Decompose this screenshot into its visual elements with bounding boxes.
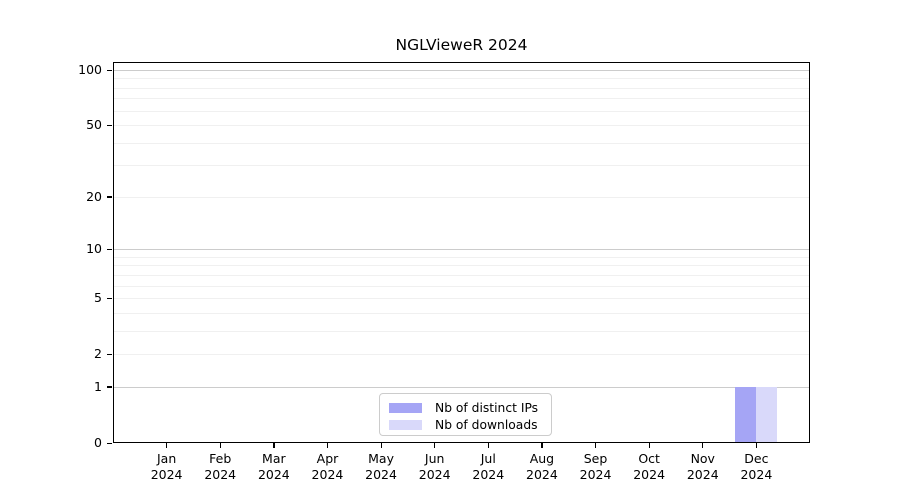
- legend-swatch-nb-of-distinct-ips: [389, 402, 422, 413]
- bar-nb-of-distinct-ips-dec: [735, 386, 757, 443]
- gridline-y-1: [113, 386, 810, 388]
- gridline-y-10: [113, 249, 810, 251]
- x-tick-label-oct: Oct: [638, 451, 660, 466]
- x-tick-year-jul: 2024: [472, 467, 505, 482]
- y-tick-label-20: 20: [86, 188, 102, 204]
- y-tick-label-10: 10: [86, 241, 102, 257]
- plot-area: [113, 62, 810, 443]
- y-tick-mark-100: [107, 69, 112, 71]
- x-tick-mark-nov: [702, 443, 704, 448]
- y-tick-mark-50: [107, 124, 112, 126]
- gridline-y-100: [113, 70, 810, 71]
- legend-label: Nb of distinct IPs: [435, 400, 539, 415]
- x-tick-year-dec: 2024: [740, 467, 773, 482]
- x-tick-mark-aug: [541, 443, 543, 448]
- gridline-y-9: [113, 256, 810, 258]
- gridline-y-6: [113, 285, 810, 287]
- x-tick-label-dec: Dec: [744, 451, 769, 466]
- x-tick-label-sep: Sep: [583, 451, 608, 466]
- x-tick-label-jul: Jul: [480, 451, 496, 466]
- gridline-y-3: [113, 330, 810, 332]
- legend: Nb of distinct IPs Nb of downloads: [379, 393, 552, 436]
- x-tick-year-jan: 2024: [150, 467, 183, 482]
- y-tick-mark-20: [107, 196, 112, 198]
- y-tick-label-1: 1: [94, 378, 102, 394]
- legend-item: Nb of downloads: [389, 416, 542, 433]
- x-tick-year-nov: 2024: [686, 467, 719, 482]
- y-tick-label-100: 100: [78, 62, 102, 77]
- x-tick-mark-mar: [273, 443, 275, 448]
- gridline-y-40: [113, 142, 810, 144]
- gridline-y-7: [113, 274, 810, 276]
- x-tick-label-jun: Jun: [424, 451, 445, 466]
- chart-title: NGLVieweR 2024: [395, 36, 528, 54]
- y-tick-label-0: 0: [94, 435, 102, 450]
- y-tick-mark-5: [107, 297, 112, 299]
- gridline-y-60: [113, 110, 810, 112]
- x-tick-mark-jan: [166, 443, 168, 448]
- x-tick-mark-may: [380, 443, 382, 448]
- x-tick-year-sep: 2024: [579, 467, 612, 482]
- gridline-y-30: [113, 165, 810, 167]
- x-tick-year-apr: 2024: [311, 467, 344, 482]
- x-tick-label-aug: Aug: [529, 451, 555, 466]
- x-tick-label-jan: Jan: [156, 451, 177, 466]
- y-tick-mark-2: [107, 353, 112, 355]
- bar-nb-of-downloads-dec: [756, 386, 778, 443]
- x-tick-label-apr: Apr: [316, 451, 339, 466]
- x-tick-label-may: May: [368, 451, 394, 466]
- x-tick-year-aug: 2024: [526, 467, 558, 482]
- x-tick-label-nov: Nov: [690, 451, 715, 466]
- gridline-y-8: [113, 265, 810, 267]
- legend-label: Nb of downloads: [435, 417, 538, 432]
- x-tick-year-may: 2024: [365, 467, 397, 482]
- x-tick-mark-dec: [755, 443, 758, 448]
- x-tick-year-jun: 2024: [418, 467, 451, 482]
- gridline-y-5: [113, 298, 810, 300]
- legend-swatch-nb-of-downloads: [389, 419, 422, 430]
- y-tick-label-5: 5: [94, 290, 102, 306]
- y-tick-mark-1: [107, 386, 112, 388]
- x-tick-mark-jul: [487, 443, 489, 448]
- x-tick-year-oct: 2024: [633, 467, 666, 482]
- x-tick-mark-oct: [648, 443, 650, 448]
- legend-item: Nb of distinct IPs: [389, 399, 542, 416]
- x-tick-label-feb: Feb: [209, 451, 232, 466]
- y-tick-label-50: 50: [86, 117, 102, 133]
- y-tick-label-2: 2: [94, 346, 102, 362]
- x-tick-mark-feb: [219, 443, 221, 448]
- x-tick-mark-jun: [434, 443, 436, 448]
- x-tick-year-mar: 2024: [257, 467, 290, 482]
- gridline-y-50: [113, 125, 810, 127]
- y-tick-mark-0: [107, 442, 112, 444]
- x-tick-year-feb: 2024: [204, 467, 237, 482]
- gridline-y-70: [113, 98, 810, 100]
- gridline-y-80: [113, 87, 810, 89]
- gridline-y-20: [113, 196, 810, 198]
- gridline-y-2: [113, 354, 810, 356]
- gridline-y-90: [113, 78, 810, 80]
- x-tick-mark-apr: [326, 443, 329, 448]
- y-tick-mark-10: [107, 248, 112, 250]
- x-tick-label-mar: Mar: [262, 451, 286, 466]
- x-tick-mark-sep: [595, 443, 597, 448]
- gridline-y-4: [113, 312, 810, 314]
